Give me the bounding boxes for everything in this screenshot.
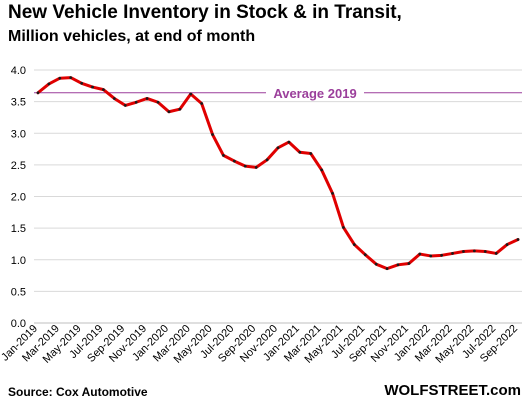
data-point [222,153,225,157]
data-point [145,97,149,100]
data-point [47,82,51,86]
average-reference-line: Average 2019 [34,83,522,101]
data-point [189,92,193,96]
data-point [385,267,389,271]
data-point [298,150,302,154]
y-tick-label: 2.0 [11,192,26,204]
y-tick-label: 0.0 [11,318,26,330]
data-point [123,104,127,107]
data-point [418,252,422,256]
data-point [516,238,520,241]
data-point [80,81,84,85]
data-point [254,166,258,169]
data-point [483,250,487,253]
gridlines [34,69,522,324]
data-point [36,91,40,95]
y-tick-label: 2.5 [11,160,26,172]
y-tick-label: 3.0 [11,128,26,140]
data-point [91,85,94,89]
data-point [472,249,476,253]
data-point [396,263,400,267]
series-inventory [36,76,520,271]
chart-subtitle: Million vehicles, at end of month [8,28,256,45]
data-point [200,102,204,105]
data-point [309,152,313,155]
data-point [178,107,182,111]
y-tick-label: 3.5 [11,97,26,109]
data-point [134,100,138,104]
data-point [320,168,324,172]
chart-title: New Vehicle Inventory in Stock & in Tran… [8,2,402,23]
data-point [232,159,236,163]
brand-logo-text: WOLFSTREET.com [384,382,521,399]
data-point [331,191,334,195]
data-point [440,253,444,257]
source-note: Source: Cox Automotive [8,385,148,399]
data-point [102,88,105,92]
data-point [243,164,247,168]
data-point [276,146,280,150]
data-point [287,140,291,144]
x-axis-ticks: Jan-2019Mar-2019May-2019Jul-2019Sep-2019… [0,323,520,366]
data-point [363,253,367,257]
data-point [407,262,411,265]
y-tick-label: 1.5 [11,223,26,235]
data-point [112,97,116,100]
data-point [167,110,171,114]
reference-label-bg [266,83,364,100]
data-point [494,252,498,255]
data-point [265,158,269,162]
y-tick-label: 1.0 [11,255,26,267]
data-point [451,252,454,255]
data-point [462,250,465,253]
series-line [36,76,520,271]
data-point [211,133,214,136]
data-point [352,243,356,246]
y-axis-ticks: 0.0 0.5 1.0 1.5 2.0 2.5 3.0 3.5 4.0 [11,65,26,330]
y-tick-label: 4.0 [11,65,26,77]
data-point [156,100,160,104]
data-point [505,243,509,246]
data-point [58,76,62,80]
data-point [429,254,433,258]
data-point [69,76,73,79]
data-point [374,262,378,266]
reference-label: Average 2019 [273,86,356,101]
data-point [342,226,345,229]
y-tick-label: 0.5 [11,286,26,298]
